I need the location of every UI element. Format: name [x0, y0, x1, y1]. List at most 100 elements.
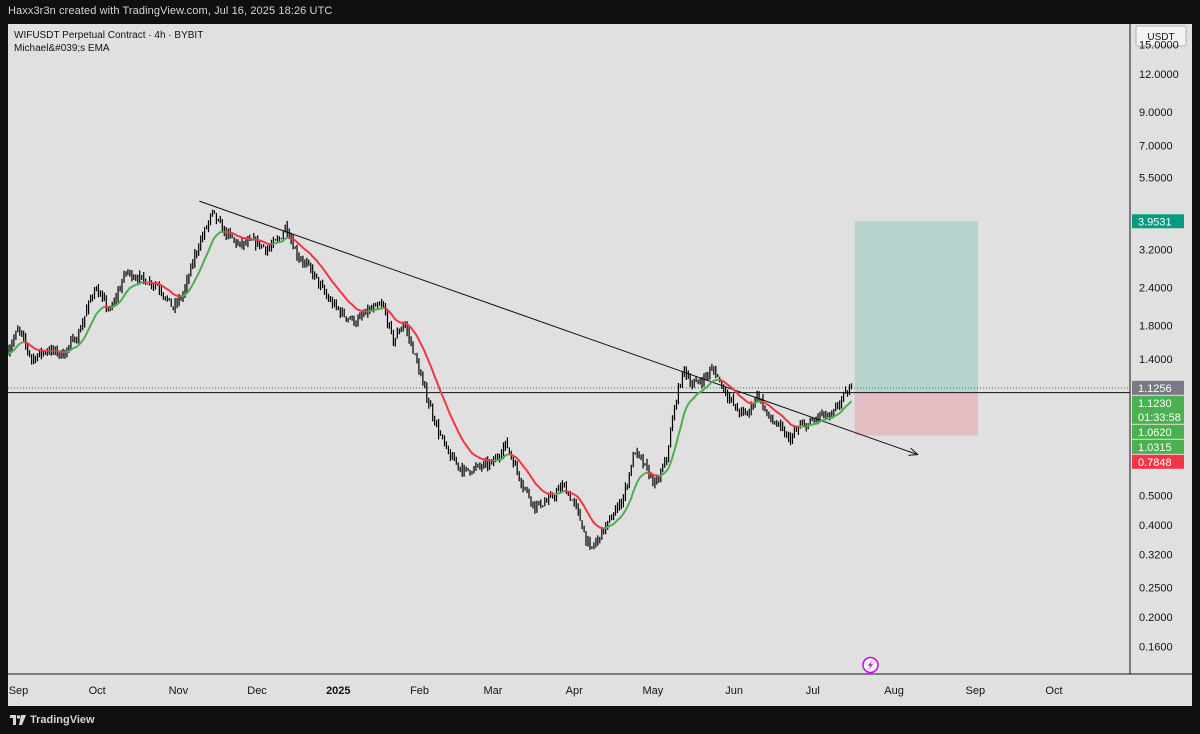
- ema-down-segment: [509, 453, 555, 496]
- ema-down-segment: [54, 349, 60, 353]
- price-axis-background[interactable]: [1130, 24, 1192, 706]
- ema-down-segment: [383, 306, 490, 462]
- y-tick-label: 0.2500: [1139, 582, 1173, 594]
- symbol-title: WIFUSDT Perpetual Contract · 4h · BYBIT: [14, 30, 204, 41]
- ema-up-segment: [554, 490, 565, 496]
- price-badge-value: 3.9531: [1138, 216, 1172, 228]
- y-tick-label: 3.2000: [1139, 244, 1173, 256]
- price-badge[interactable]: [1132, 214, 1184, 229]
- y-tick-label: 0.5000: [1139, 490, 1173, 502]
- bottom-bar: TradingView: [0, 706, 1200, 734]
- ema-up-segment: [658, 378, 720, 478]
- price-badge-value: 1.1230: [1138, 398, 1172, 410]
- target-zone[interactable]: [854, 221, 978, 393]
- stop-zone[interactable]: [854, 392, 978, 436]
- y-tick-label: 0.4000: [1139, 520, 1173, 532]
- ema-down-segment: [646, 471, 659, 478]
- candle-wicks: [8, 209, 853, 550]
- ema-up-segment: [271, 236, 290, 246]
- ema-down-segment: [104, 305, 111, 309]
- x-tick-label: Dec: [247, 685, 267, 697]
- y-tick-label: 12.0000: [1139, 69, 1179, 81]
- tradingview-logo-text: TradingView: [30, 714, 95, 726]
- countdown-label: 01:33:58: [1138, 412, 1181, 424]
- x-tick-label: Nov: [169, 685, 189, 697]
- tradingview-logo[interactable]: TradingView: [10, 714, 95, 726]
- candles: [8, 209, 853, 550]
- chart-legend: WIFUSDT Perpetual Contract · 4h · BYBIT …: [14, 29, 203, 55]
- ema-down-segment: [224, 230, 227, 234]
- ema-up-segment: [753, 400, 762, 405]
- ema-down-segment: [23, 341, 50, 353]
- ema-up-segment: [367, 306, 384, 313]
- position-zones: [854, 221, 978, 436]
- x-tick-label: Oct: [1045, 685, 1062, 697]
- ema-up-segment: [806, 400, 853, 428]
- price-badge[interactable]: [1132, 424, 1184, 439]
- x-tick-label: May: [642, 685, 663, 697]
- chart-panel[interactable]: USDT 15.0000 12.0000 9.0000 7.0000 5.5000 3.20…: [8, 24, 1192, 706]
- time-axis-background[interactable]: [8, 674, 1192, 706]
- x-tick-label: Aug: [884, 685, 904, 697]
- x-tick-label: Jul: [806, 685, 820, 697]
- ema-down-segment: [228, 231, 252, 241]
- ema-down-segment: [149, 281, 182, 298]
- y-tick-label: 0.3200: [1139, 550, 1173, 562]
- ema-line: [8, 230, 853, 530]
- price-badge[interactable]: [1132, 454, 1184, 469]
- y-tick-label: 1.4000: [1139, 354, 1173, 366]
- price-badge-value: 1.0315: [1138, 442, 1172, 454]
- misc-overlays: [862, 656, 879, 674]
- y-tick-label: 1.8000: [1139, 321, 1173, 333]
- ema-down-segment: [60, 350, 66, 354]
- price-badge[interactable]: [1132, 439, 1184, 454]
- x-tick-label: Feb: [410, 685, 429, 697]
- ema-down-segment: [289, 236, 365, 313]
- top-caption-bar: Haxx3r3n created with TradingView.com, J…: [0, 0, 1200, 24]
- price-badges: 3.9531 1.1256 1.1230 01:33:58 1.0620 1.0315 0.…: [1132, 214, 1184, 469]
- y-tick-label: 0.1600: [1139, 641, 1173, 653]
- y-tick-label: 2.4000: [1139, 282, 1173, 294]
- indicator-title: Michael&#039;s EMA: [14, 43, 110, 54]
- ema-up-segment: [180, 230, 225, 298]
- y-tick-label: 0.2000: [1139, 612, 1173, 624]
- ema-down-segment: [143, 281, 148, 284]
- x-tick-label: 2025: [326, 685, 350, 697]
- currency-box[interactable]: [1135, 25, 1187, 47]
- price-badge-value: 1.1256: [1138, 383, 1172, 395]
- currency-label: USDT: [1147, 32, 1174, 43]
- trendline[interactable]: [199, 200, 917, 454]
- x-tick-label: Mar: [484, 685, 503, 697]
- y-tick-label: 9.0000: [1139, 107, 1173, 119]
- ema-down-segment: [719, 378, 754, 405]
- ema-up-segment: [603, 471, 648, 530]
- y-tick-label: 5.5000: [1139, 172, 1173, 184]
- lightning-glyph: [867, 660, 873, 670]
- drawing-lines: [8, 200, 1130, 454]
- ema-down-segment: [760, 400, 799, 428]
- ema-up-segment: [64, 306, 105, 354]
- y-tick-label: 15.0000: [1139, 39, 1179, 51]
- event-lightning-icon[interactable]: [862, 656, 879, 674]
- price-badge-value: 0.7848: [1138, 457, 1172, 469]
- ema-up-segment: [110, 281, 144, 309]
- x-tick-label: Jun: [725, 685, 743, 697]
- x-tick-label: Sep: [966, 685, 986, 697]
- ema-up-segment: [798, 424, 805, 428]
- price-badge-value: 1.0620: [1138, 427, 1172, 439]
- ema-up-segment: [8, 341, 25, 355]
- chart-caption: Haxx3r3n created with TradingView.com, J…: [8, 5, 333, 17]
- ema-up-segment: [493, 453, 510, 462]
- y-tick-label: 7.0000: [1139, 140, 1173, 152]
- x-tick-label: Sep: [9, 685, 29, 697]
- x-tick-label: Oct: [89, 685, 106, 697]
- price-badge[interactable]: [1132, 395, 1184, 424]
- tradingview-logo-icon: [10, 715, 26, 725]
- ema-down-segment: [253, 237, 272, 246]
- price-badge[interactable]: [1132, 380, 1184, 395]
- x-tick-label: Apr: [566, 685, 583, 697]
- ema-down-segment: [564, 490, 604, 530]
